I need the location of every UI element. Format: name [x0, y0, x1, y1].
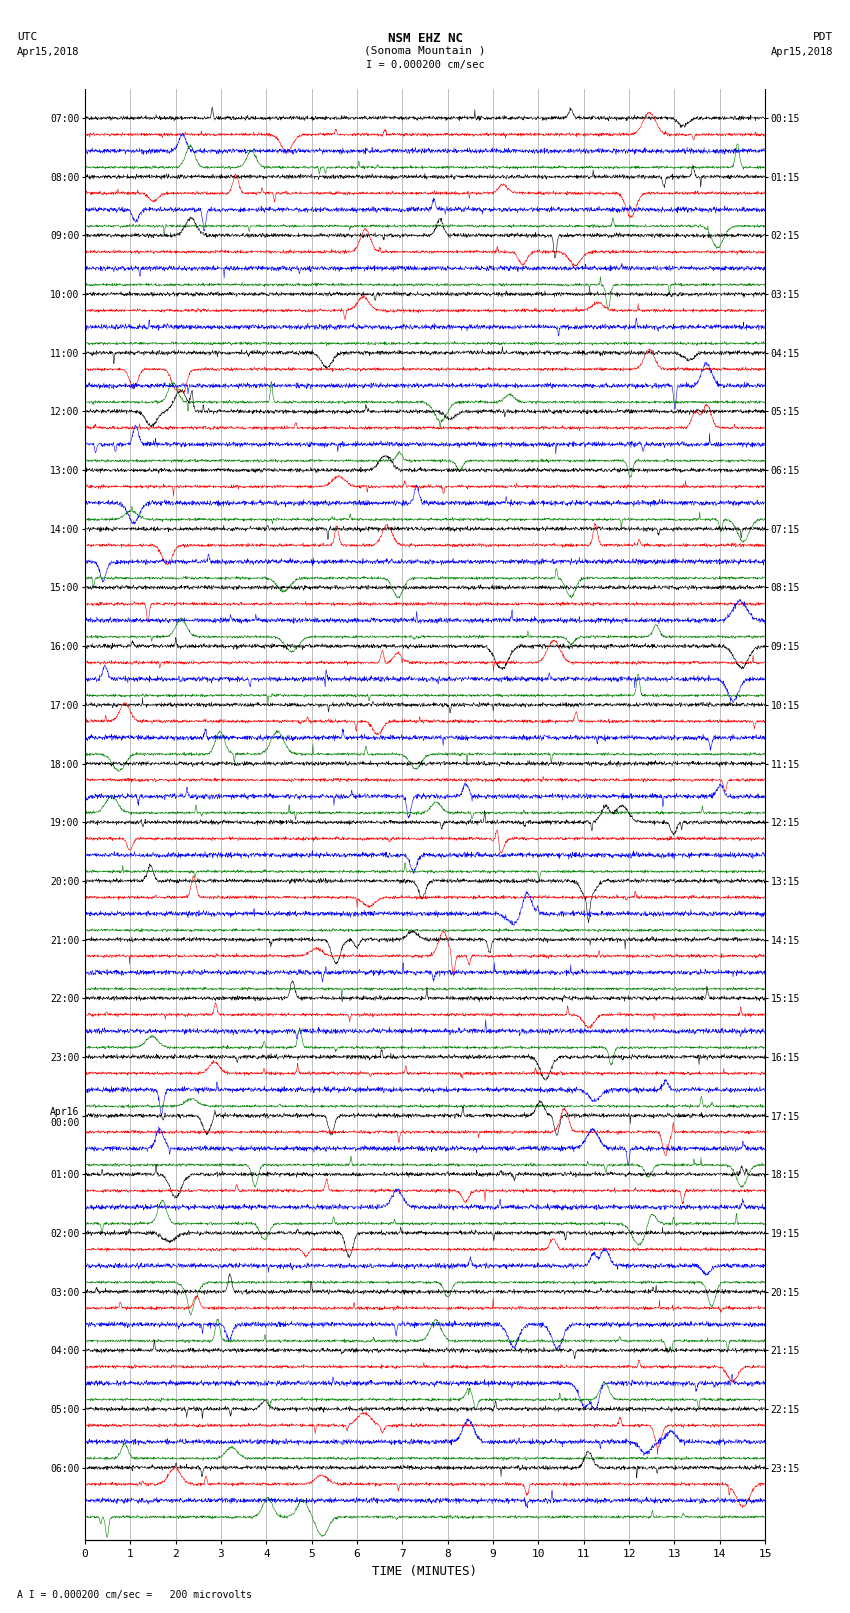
Text: I = 0.000200 cm/sec: I = 0.000200 cm/sec [366, 60, 484, 69]
Text: Apr15,2018: Apr15,2018 [17, 47, 80, 56]
X-axis label: TIME (MINUTES): TIME (MINUTES) [372, 1565, 478, 1578]
Text: A I = 0.000200 cm/sec =   200 microvolts: A I = 0.000200 cm/sec = 200 microvolts [17, 1590, 252, 1600]
Text: Apr15,2018: Apr15,2018 [770, 47, 833, 56]
Text: UTC: UTC [17, 32, 37, 42]
Text: (Sonoma Mountain ): (Sonoma Mountain ) [365, 45, 485, 55]
Text: NSM EHZ NC: NSM EHZ NC [388, 32, 462, 45]
Text: PDT: PDT [813, 32, 833, 42]
